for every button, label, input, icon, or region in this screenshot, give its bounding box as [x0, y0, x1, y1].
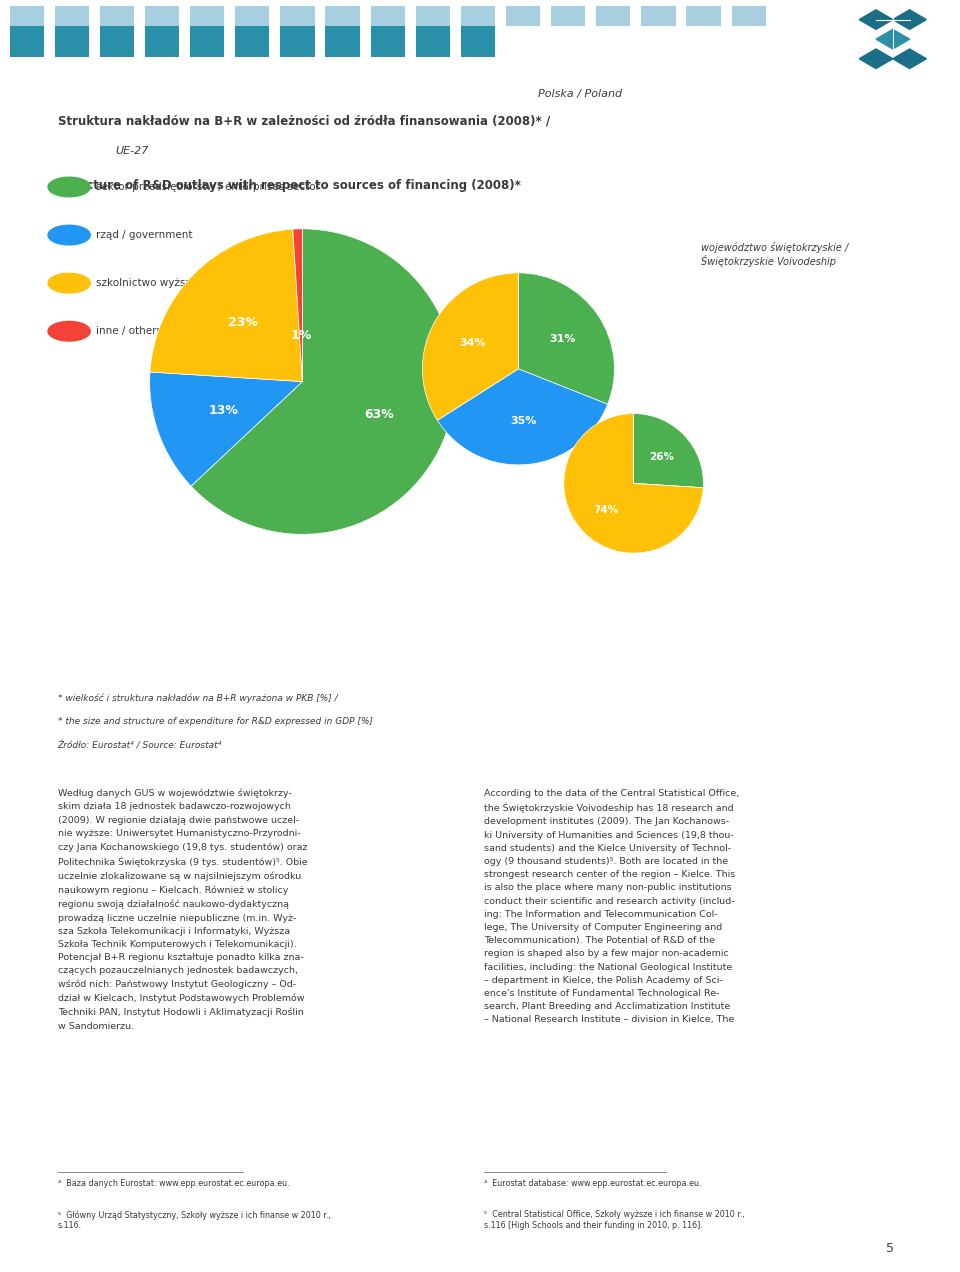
- FancyBboxPatch shape: [641, 5, 676, 25]
- Text: Polska / Poland: Polska / Poland: [538, 89, 622, 99]
- Polygon shape: [893, 10, 926, 29]
- Text: * the size and structure of expenditure for R&D expressed in GDP [%]: * the size and structure of expenditure …: [58, 717, 372, 726]
- FancyBboxPatch shape: [100, 25, 134, 57]
- Polygon shape: [859, 10, 893, 29]
- Wedge shape: [634, 483, 704, 487]
- FancyBboxPatch shape: [416, 5, 450, 25]
- Text: ⁴  Baza danych Eurostat: www.epp.eurostat.ec.europa.eu.: ⁴ Baza danych Eurostat: www.epp.eurostat…: [58, 1179, 289, 1188]
- Text: ⁵  Central Statistical Office, Szkoły wyższe i ich finanse w 2010 r.,
s.116 [Hig: ⁵ Central Statistical Office, Szkoły wyż…: [484, 1211, 745, 1230]
- FancyBboxPatch shape: [235, 25, 270, 57]
- FancyBboxPatch shape: [10, 5, 44, 25]
- Text: Według danych GUS w województwie świętokrzy-
skim działa 18 jednostek badawczo-r: Według danych GUS w województwie świętok…: [58, 789, 307, 1030]
- Text: UE-27: UE-27: [115, 146, 149, 156]
- FancyBboxPatch shape: [55, 25, 89, 57]
- FancyBboxPatch shape: [371, 25, 405, 57]
- Wedge shape: [564, 413, 704, 553]
- Wedge shape: [438, 369, 608, 464]
- Wedge shape: [518, 273, 614, 404]
- FancyBboxPatch shape: [190, 25, 225, 57]
- FancyBboxPatch shape: [100, 5, 134, 25]
- Text: ⁴  Eurostat database: www.epp.eurostat.ec.europa.eu.: ⁴ Eurostat database: www.epp.eurostat.ec…: [484, 1179, 702, 1188]
- FancyBboxPatch shape: [732, 5, 766, 25]
- FancyBboxPatch shape: [235, 5, 270, 25]
- Text: * wielkość i struktura nakładów na B+R wyrażona w PKB [%] /: * wielkość i struktura nakładów na B+R w…: [58, 693, 337, 702]
- FancyBboxPatch shape: [280, 25, 315, 57]
- Text: województwo świętokrzyskie /
Świętokrzyskie Voivodeship: województwo świętokrzyskie / Świętokrzys…: [701, 242, 848, 267]
- Text: 5: 5: [886, 1241, 894, 1254]
- Polygon shape: [893, 48, 926, 69]
- FancyBboxPatch shape: [551, 5, 586, 25]
- Circle shape: [48, 273, 90, 293]
- Wedge shape: [150, 371, 302, 486]
- Text: Struktura nakładów na B+R w zależności od źródła finansowania (2008)* /: Struktura nakładów na B+R w zależności o…: [58, 114, 550, 127]
- FancyBboxPatch shape: [280, 5, 315, 25]
- FancyBboxPatch shape: [145, 25, 180, 57]
- Text: 74%: 74%: [593, 505, 618, 515]
- FancyBboxPatch shape: [416, 25, 450, 57]
- FancyBboxPatch shape: [325, 5, 360, 25]
- Text: 1%: 1%: [422, 364, 442, 374]
- Text: 13%: 13%: [208, 403, 238, 416]
- FancyBboxPatch shape: [325, 25, 360, 57]
- FancyBboxPatch shape: [506, 5, 540, 25]
- Text: 35%: 35%: [510, 416, 537, 426]
- Circle shape: [48, 322, 90, 341]
- FancyBboxPatch shape: [10, 25, 44, 57]
- FancyBboxPatch shape: [596, 5, 631, 25]
- Text: 1%: 1%: [290, 329, 312, 342]
- Text: 34%: 34%: [459, 338, 486, 349]
- Wedge shape: [422, 273, 518, 420]
- FancyBboxPatch shape: [145, 5, 180, 25]
- FancyBboxPatch shape: [190, 5, 225, 25]
- FancyBboxPatch shape: [461, 5, 495, 25]
- FancyBboxPatch shape: [461, 25, 495, 57]
- Polygon shape: [876, 29, 910, 48]
- Text: 31%: 31%: [549, 335, 575, 345]
- Wedge shape: [634, 413, 704, 487]
- FancyBboxPatch shape: [55, 5, 89, 25]
- Text: ⁵  Główny Urząd Statystyczny, Szkoły wyższe i ich finanse w 2010 r.,
s.116.: ⁵ Główny Urząd Statystyczny, Szkoły wyżs…: [58, 1211, 330, 1230]
- Text: 26%: 26%: [649, 452, 674, 462]
- Text: According to the data of the Central Statistical Office,
the Świętokrzyskie Voiv: According to the data of the Central Sta…: [484, 789, 739, 1024]
- Text: sektor przedsiębiorstw / enterprises sector: sektor przedsiębiorstw / enterprises sec…: [96, 182, 320, 192]
- Text: 23%: 23%: [228, 315, 258, 328]
- Wedge shape: [150, 229, 302, 382]
- Text: Źródło: Eurostat⁴ / Source: Eurostat⁴: Źródło: Eurostat⁴ / Source: Eurostat⁴: [58, 742, 222, 750]
- Text: szkolnictwo wyższe / higher education: szkolnictwo wyższe / higher education: [96, 279, 296, 289]
- Text: inne / others: inne / others: [96, 326, 162, 336]
- Wedge shape: [293, 229, 302, 382]
- Circle shape: [48, 225, 90, 244]
- FancyBboxPatch shape: [686, 5, 721, 25]
- Text: rząd / government: rząd / government: [96, 230, 193, 240]
- Text: Structure of R&D outlays with respect to sources of financing (2008)*: Structure of R&D outlays with respect to…: [58, 179, 520, 192]
- FancyBboxPatch shape: [371, 5, 405, 25]
- Polygon shape: [859, 48, 893, 69]
- Circle shape: [48, 177, 90, 197]
- Text: 63%: 63%: [365, 408, 395, 421]
- Wedge shape: [191, 229, 455, 534]
